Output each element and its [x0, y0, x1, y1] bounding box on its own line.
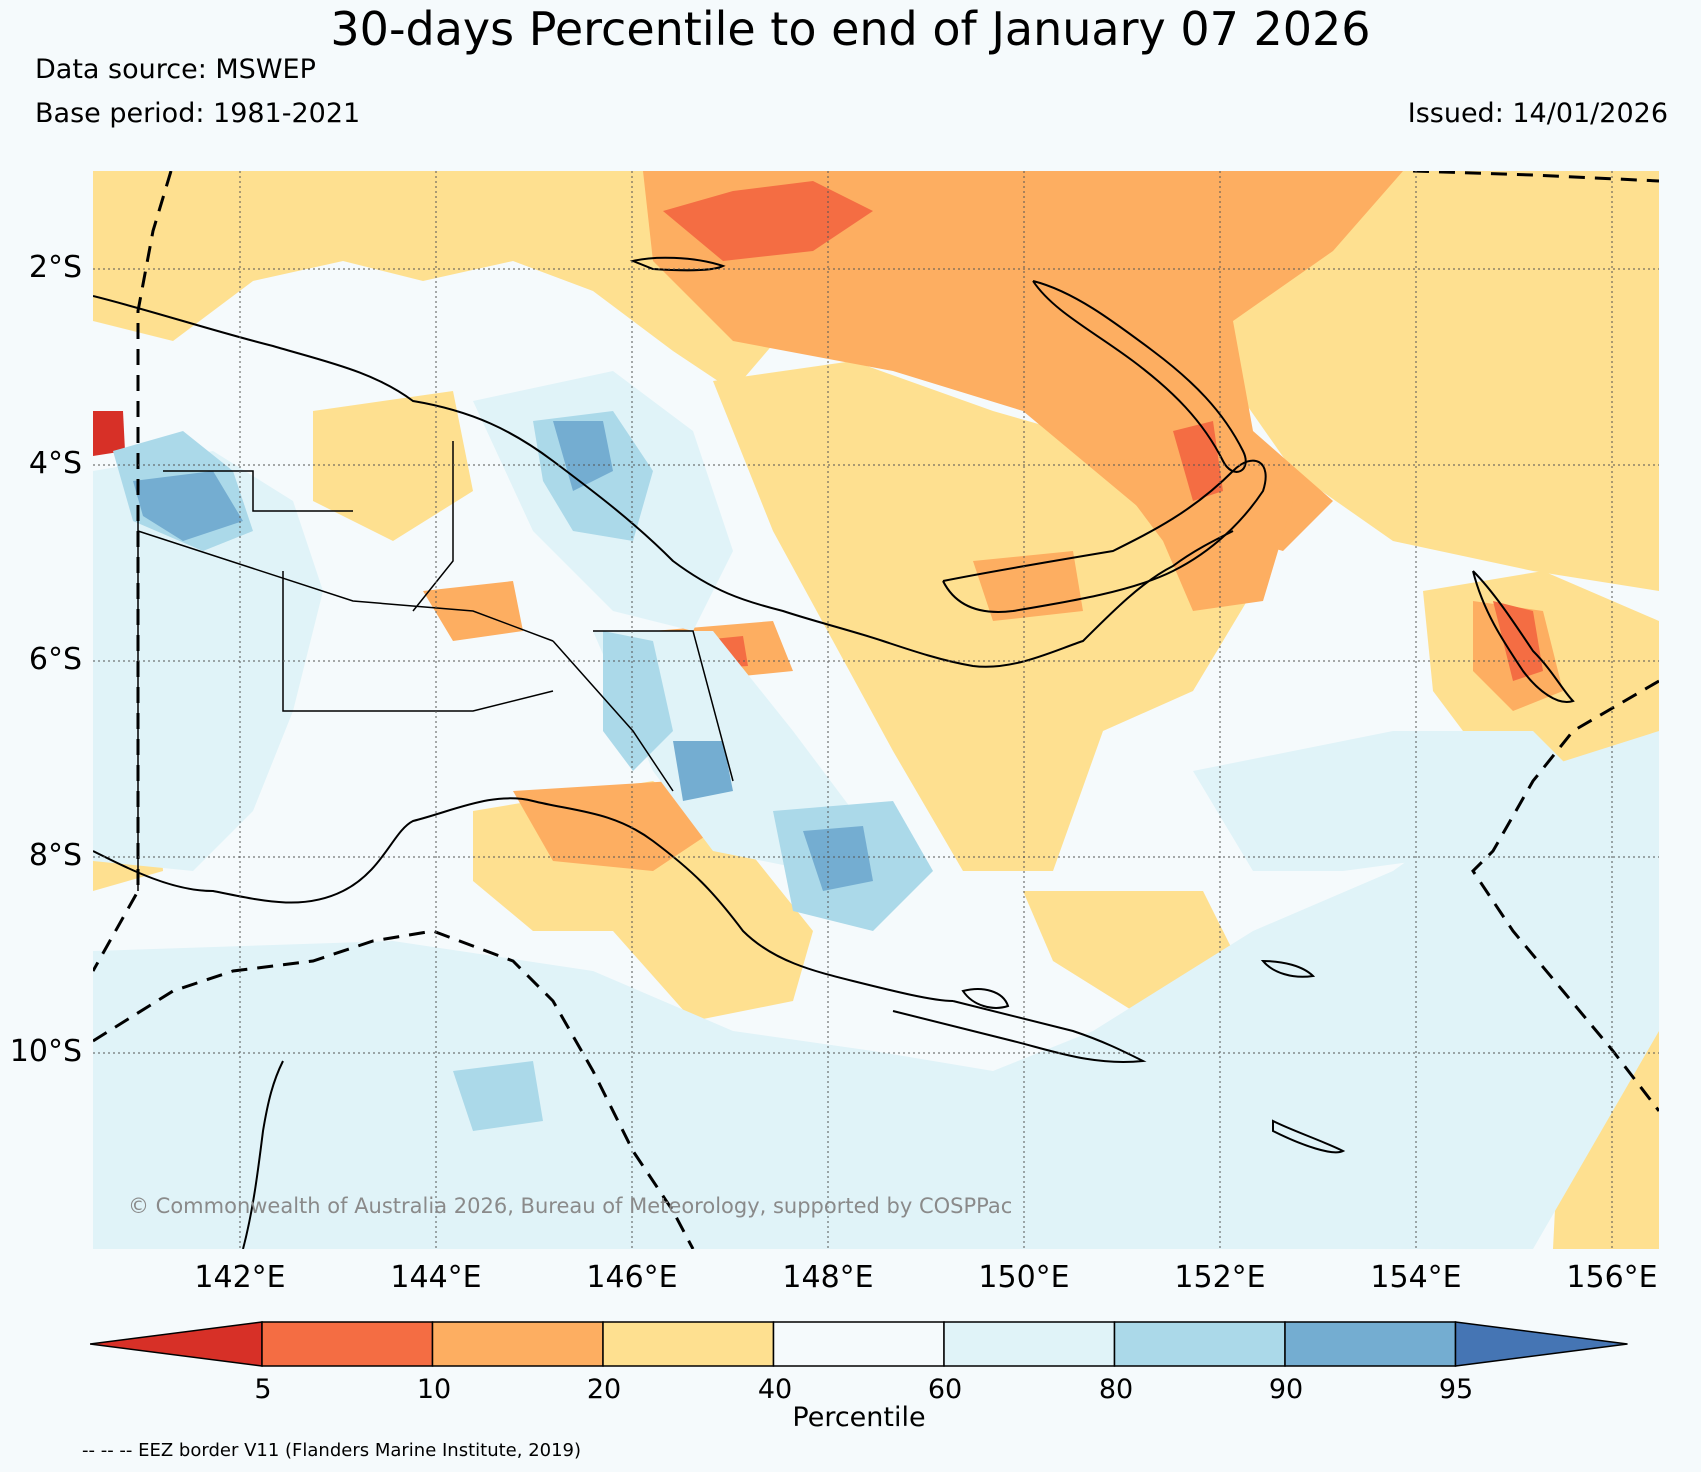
- eez-border-northeast: [1412, 171, 1659, 183]
- colorbar-tick-10: 10: [416, 1374, 452, 1405]
- eez-border-west: [93, 171, 173, 972]
- fill-orange-morobe: [973, 551, 1083, 621]
- fill-yellow-northeast: [1213, 171, 1659, 591]
- colorbar-tick-60: 60: [927, 1374, 963, 1405]
- fill-darkblue-owen: [803, 826, 873, 891]
- data-source-label: Data source: MSWEP: [35, 54, 316, 85]
- coast-manus: [629, 256, 726, 272]
- colorbar-segments: [90, 1321, 1628, 1367]
- coast-new-guinea-north: [93, 295, 1234, 668]
- coast-new-britain: [942, 459, 1267, 613]
- lat-label-10s: 10°S: [9, 1034, 82, 1069]
- lon-label-148e: 148°E: [782, 1260, 874, 1295]
- colorbar-tick-40: 40: [757, 1374, 793, 1405]
- fill-red-west: [93, 411, 125, 456]
- colorbar-extend-high: [1454, 1321, 1628, 1367]
- colorbar-segment: [602, 1321, 775, 1367]
- border-province-2: [163, 470, 353, 512]
- fill-orange-newbritain: [1103, 451, 1293, 611]
- colorbar-segment: [772, 1321, 945, 1367]
- coast-louisiade: [1272, 1119, 1346, 1154]
- lon-label-142e: 142°E: [194, 1260, 286, 1295]
- border-province-4: [412, 441, 454, 612]
- border-province-3: [282, 571, 554, 712]
- percentile-map: [93, 171, 1659, 1249]
- coast-papuan-peninsula: [892, 1000, 1147, 1063]
- border-province-6: [593, 630, 734, 782]
- colorbar-segment: [1113, 1321, 1286, 1367]
- colorbar-extend-low: [90, 1321, 263, 1367]
- fill-blue-purari: [603, 631, 673, 771]
- colorbar-tick-20: 20: [586, 1374, 622, 1405]
- fill-yellow-highlands: [313, 391, 473, 541]
- eez-border-south: [93, 929, 695, 1249]
- lat-label-4s: 4°S: [28, 446, 82, 481]
- colorbar-tick-5: 5: [254, 1374, 272, 1405]
- coast-new-guinea-south: [93, 797, 954, 1002]
- colorbar-label: Percentile: [792, 1402, 926, 1433]
- colorbar-segment: [943, 1321, 1116, 1367]
- colorbar-segment: [431, 1321, 604, 1367]
- lon-label-144e: 144°E: [390, 1260, 482, 1295]
- copyright-notice: © Commonwealth of Australia 2026, Bureau…: [128, 1194, 1013, 1218]
- coast-new-ireland: [1032, 280, 1247, 473]
- eez-border-note: -- -- -- EEZ border V11 (Flanders Marine…: [82, 1440, 582, 1461]
- fill-red-north: [663, 181, 873, 261]
- eez-borders: [93, 171, 1659, 1249]
- colorbar: [90, 1321, 1628, 1367]
- border-province-5: [552, 640, 674, 792]
- lat-label-8s: 8°S: [28, 838, 82, 873]
- colorbar-tick-95: 95: [1438, 1374, 1474, 1405]
- colorbar-segment: [1284, 1321, 1457, 1367]
- eez-border-east: [1471, 679, 1659, 1112]
- coast-dentrecasteaux: [961, 988, 1010, 1009]
- lon-label-154e: 154°E: [1370, 1260, 1462, 1295]
- base-period-label: Base period: 1981-2021: [35, 98, 361, 129]
- fill-red-bougainville: [1493, 601, 1543, 681]
- lon-label-152e: 152°E: [1174, 1260, 1266, 1295]
- fill-lightblue-coralsea: [1193, 731, 1593, 871]
- province-borders: [137, 441, 734, 891]
- lat-label-6s: 6°S: [28, 642, 82, 677]
- lat-label-2s: 2°S: [28, 250, 82, 285]
- lon-label-146e: 146°E: [586, 1260, 678, 1295]
- map-title: 30-days Percentile to end of January 07 …: [330, 2, 1371, 56]
- lon-label-156e: 156°E: [1566, 1260, 1658, 1295]
- colorbar-tick-90: 90: [1268, 1374, 1304, 1405]
- fill-darkblue-mountains: [673, 741, 733, 801]
- fill-darkblue-west: [133, 471, 243, 541]
- percentile-fill-regions: [93, 171, 1659, 1249]
- issued-date-label: Issued: 14/01/2026: [1407, 98, 1668, 129]
- coast-cape-york: [242, 1060, 284, 1249]
- lon-label-150e: 150°E: [978, 1260, 1070, 1295]
- border-province-1: [137, 530, 554, 642]
- colorbar-tick-80: 80: [1098, 1374, 1134, 1405]
- coast-woodlark: [1260, 959, 1316, 978]
- graticule: [93, 171, 1659, 1249]
- colorbar-segment: [261, 1321, 434, 1367]
- coast-bougainville: [1472, 570, 1575, 703]
- coastlines: [93, 256, 1575, 1249]
- fill-blue-southwest: [453, 1061, 543, 1131]
